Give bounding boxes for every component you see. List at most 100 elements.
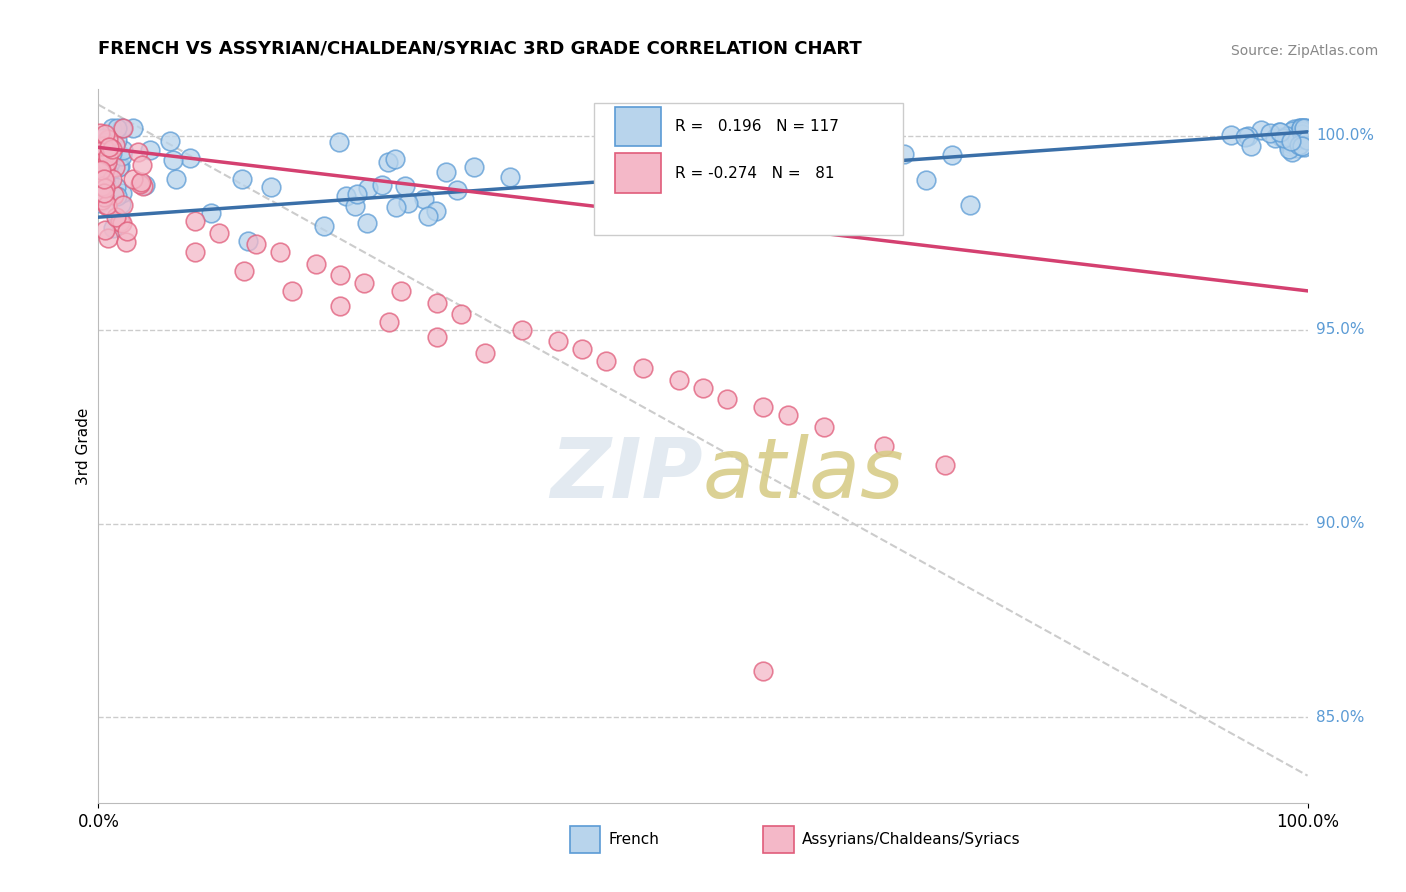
Bar (569, 826, 600, 853)
Point (184, 245, 207, 260)
Point (959, 198, 981, 212)
Point (1250, 123, 1272, 137)
Point (1278, 142, 1301, 156)
Point (90, 169, 112, 184)
Point (841, 121, 863, 136)
Point (96, 155, 118, 169)
Bar (614, 153, 661, 193)
Point (111, 120, 134, 135)
Point (96, 199, 118, 213)
Point (94, 162, 117, 177)
Point (305, 257, 328, 271)
Point (631, 361, 654, 376)
Point (1294, 140, 1316, 154)
Point (260, 179, 283, 194)
Text: 95.0%: 95.0% (1316, 322, 1364, 337)
Point (394, 179, 416, 194)
Point (474, 346, 496, 360)
Point (101, 172, 124, 186)
Point (1288, 138, 1310, 153)
Point (1284, 122, 1306, 136)
Point (93, 176, 115, 190)
Point (1289, 130, 1312, 145)
Point (1291, 139, 1313, 153)
Point (110, 197, 132, 211)
Bar (614, 107, 661, 146)
Point (110, 214, 132, 228)
Point (1289, 127, 1312, 141)
Point (97, 231, 120, 245)
Point (89, 161, 111, 176)
Point (96, 198, 118, 212)
Point (200, 206, 222, 220)
Point (111, 216, 134, 230)
Point (446, 183, 468, 197)
Point (114, 235, 136, 250)
Point (91, 139, 114, 153)
Point (1258, 126, 1281, 140)
Point (127, 145, 149, 159)
Point (1278, 139, 1301, 153)
Point (328, 135, 350, 149)
Text: Assyrians/Chaldeans/Syriacs: Assyrians/Chaldeans/Syriacs (803, 831, 1021, 847)
Point (97, 149, 120, 163)
Point (385, 200, 408, 214)
Point (1289, 120, 1312, 135)
Point (208, 226, 231, 240)
Point (1292, 128, 1315, 143)
Point (752, 664, 775, 678)
Point (91, 131, 114, 145)
Point (356, 217, 378, 231)
Point (89, 196, 111, 211)
Point (93, 223, 115, 237)
Point (1296, 124, 1319, 138)
Point (139, 143, 162, 157)
Point (498, 169, 520, 184)
Point (94, 177, 117, 191)
Point (1295, 123, 1317, 137)
Text: R = -0.274   N =   81: R = -0.274 N = 81 (675, 166, 835, 180)
Point (89, 127, 111, 141)
Point (101, 146, 124, 161)
Point (129, 177, 152, 191)
Point (93, 174, 115, 188)
Point (346, 186, 368, 201)
Point (131, 158, 153, 172)
Point (93, 178, 115, 193)
Point (281, 284, 304, 298)
Point (101, 142, 124, 156)
Point (117, 223, 139, 237)
Point (90, 156, 112, 170)
Point (101, 120, 124, 135)
Point (184, 214, 207, 228)
Point (571, 342, 593, 356)
Point (1294, 120, 1316, 135)
Point (1292, 128, 1315, 143)
Point (357, 181, 380, 195)
Point (371, 178, 394, 192)
Point (91, 145, 114, 159)
Point (1285, 133, 1308, 147)
Point (1291, 124, 1313, 138)
Point (98, 156, 121, 170)
Point (1295, 133, 1317, 147)
Point (377, 315, 399, 329)
Point (1295, 129, 1317, 144)
Point (1295, 124, 1317, 138)
Point (1268, 126, 1291, 140)
Text: French: French (609, 831, 659, 847)
Text: 90.0%: 90.0% (1316, 516, 1364, 531)
Point (111, 149, 134, 163)
Point (1278, 136, 1301, 151)
Point (668, 373, 690, 387)
Text: FRENCH VS ASSYRIAN/CHALDEAN/SYRIAC 3RD GRADE CORRELATION CHART: FRENCH VS ASSYRIAN/CHALDEAN/SYRIAC 3RD G… (98, 40, 862, 58)
Point (745, 153, 768, 168)
Point (90, 178, 112, 193)
Point (104, 160, 127, 174)
Point (389, 284, 412, 298)
Point (93, 186, 115, 201)
Point (1234, 130, 1257, 145)
Point (343, 199, 366, 213)
Point (1288, 138, 1310, 153)
Point (112, 120, 135, 135)
